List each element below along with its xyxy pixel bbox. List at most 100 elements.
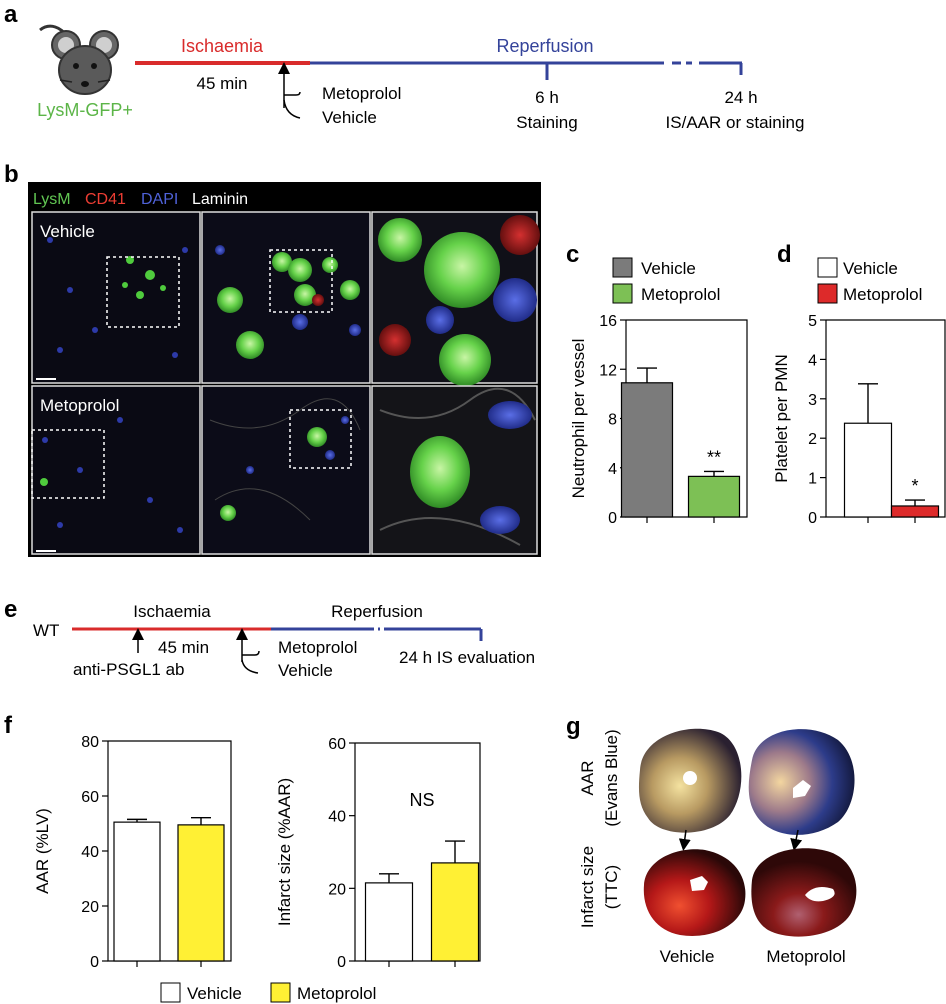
panel-label-d: d [777,241,792,268]
chart-f1-ylabel: AAR (%LV) [33,808,52,894]
ischaemia-label: Ischaemia [181,36,264,56]
legend-c-swatch-vehicle [612,257,633,278]
chart-d-frame [825,319,946,518]
chart-c-bar-0 [620,382,674,518]
legend-d-vehicle: Vehicle [843,259,898,278]
chart-f-aar: 0 20 40 60 80 AAR (%LV) [33,734,232,971]
chart-c-ytick-label-3: 12 [599,362,617,379]
strain-label: WT [33,621,59,640]
legend-f-metoprolol: Metoprolol [297,984,376,1003]
chart-c-annotation: ** [707,447,721,467]
antibody-label: anti-PSGL1 ab [73,660,185,679]
panel-label-g: g [566,713,581,740]
treatment-1: Metoprolol [322,84,401,103]
g-col-label-vehicle: Vehicle [660,947,715,966]
chart-f2-bar-1 [430,862,480,962]
treatment-2: Vehicle [322,108,377,127]
legend-f-swatch-vehicle [160,982,181,1003]
heart-slice-metoprolol-aar [748,729,855,835]
chart-c-bar-1 [687,475,741,518]
chart-f2-bar-0 [364,882,414,962]
g-row-label-aar: AAR [578,761,597,796]
chart-f1-ytick-label-1: 20 [81,899,99,916]
chart-f2-annotation: NS [409,790,434,810]
chart-f1-frame [107,740,232,962]
chart-d-ytick-label-3: 3 [808,392,817,409]
panel-b: b LysM CD41 DAPI Laminin Vehicle [4,161,541,557]
chart-c-ytick-label-2: 8 [608,412,617,429]
panel-g: g AAR (Evans Blue) Infarct size (TTC) [566,713,857,966]
chart-f1-bar-0 [113,821,161,962]
chart-f1-ytick-label-2: 40 [81,844,99,861]
panel-f: f 0 20 40 60 80 AAR (%LV) 0 20 40 60 NS Infarct si… [4,712,481,1003]
e-treatment-arrow [236,628,260,674]
panel-label-a: a [4,1,18,28]
e-ischaemia-label: Ischaemia [133,602,211,621]
heart-slice-vehicle-aar [638,728,742,833]
heart-slice-metoprolol-ttc [751,848,857,937]
micrograph-metoprolol-zoom2 [371,385,538,555]
legend-c-vehicle: Vehicle [641,259,696,278]
chart-f1-ytick-label-0: 0 [90,954,99,971]
chart-d-bar-1 [890,505,940,518]
chart-f1-bar-1 [177,824,225,962]
g-row-label-ttc: (TTC) [602,865,621,909]
legend-d-swatch-metoprolol [817,283,838,304]
chart-d-ytick-label-1: 1 [808,471,817,488]
micrograph-vehicle-overview [31,211,201,384]
legend-c-swatch-metoprolol [612,283,633,304]
channel-laminin: Laminin [192,191,248,208]
chart-f-infarct: 0 20 40 60 NS Infarct size (%AAR) [275,736,481,971]
mouse-icon [39,24,119,95]
panel-label-f: f [4,712,13,739]
chart-d-ytick-label-0: 0 [808,510,817,527]
timepoint-6h: 6 h [535,88,559,107]
panel-a: a LysM-GFP+ Ischaemia Reperfusion 45 min [4,1,804,132]
chart-d-bar-0 [843,422,893,518]
chart-f2-ytick-label-2: 40 [328,809,346,826]
channel-legend: LysM CD41 DAPI Laminin [33,191,248,208]
panel-d: d Vehicle Metoprolol 0 1 2 3 4 5 * Platelet per… [772,241,946,527]
timepoint-24h-label: IS/AAR or staining [666,113,805,132]
e-endpoint: 24 h IS evaluation [399,648,535,667]
legend-c-metoprolol: Metoprolol [641,285,720,304]
legend-d-swatch-vehicle [817,257,838,278]
panel-e: e WT Ischaemia Reperfusion 45 min anti-P… [4,596,535,680]
legend-f-vehicle: Vehicle [187,984,242,1003]
mouse-label: LysM-GFP+ [37,100,133,120]
chart-f2-ylabel: Infarct size (%AAR) [275,778,294,926]
chart-f2-ytick-label-3: 60 [328,736,346,753]
micrograph-metoprolol-zoom1 [201,385,371,555]
chart-f2-ytick-label-0: 0 [337,954,346,971]
chart-d-ytick-label-4: 4 [808,352,817,369]
legend-f-swatch-metoprolol [270,982,291,1003]
chart-f1-ytick-label-4: 80 [81,734,99,751]
chart-d-platelet: 0 1 2 3 4 5 * Platelet per PMN [772,313,946,527]
row-label-vehicle: Vehicle [40,222,95,241]
duration-label: 45 min [196,74,247,93]
micrograph-vehicle-zoom2 [371,211,540,386]
micrograph-metoprolol-overview [31,385,201,555]
g-arrow-metoprolol [790,829,803,851]
row-label-metoprolol: Metoprolol [40,396,119,415]
treatment-arrow [278,62,301,119]
g-col-label-metoprolol: Metoprolol [766,947,845,966]
chart-c-ytick-label-0: 0 [608,510,617,527]
chart-d-ytick-label-2: 2 [808,431,817,448]
timepoint-24h: 24 h [724,88,757,107]
panel-label-e: e [4,596,17,623]
channel-dapi: DAPI [141,191,178,208]
e-duration: 45 min [158,638,209,657]
e-treatment-1: Metoprolol [278,638,357,657]
g-row-label-evans: (Evans Blue) [602,729,621,826]
panel-label-c: c [566,241,579,268]
heart-slice-vehicle-ttc [643,849,746,936]
timepoint-6h-label: Staining [516,113,577,132]
g-arrow-vehicle [678,829,691,851]
channel-lysm: LysM [33,191,71,208]
g-row-label-infarct: Infarct size [578,846,597,928]
micrograph-vehicle-zoom1 [201,211,371,384]
legend-d-metoprolol: Metoprolol [843,285,922,304]
chart-d-ylabel: Platelet per PMN [772,354,791,483]
